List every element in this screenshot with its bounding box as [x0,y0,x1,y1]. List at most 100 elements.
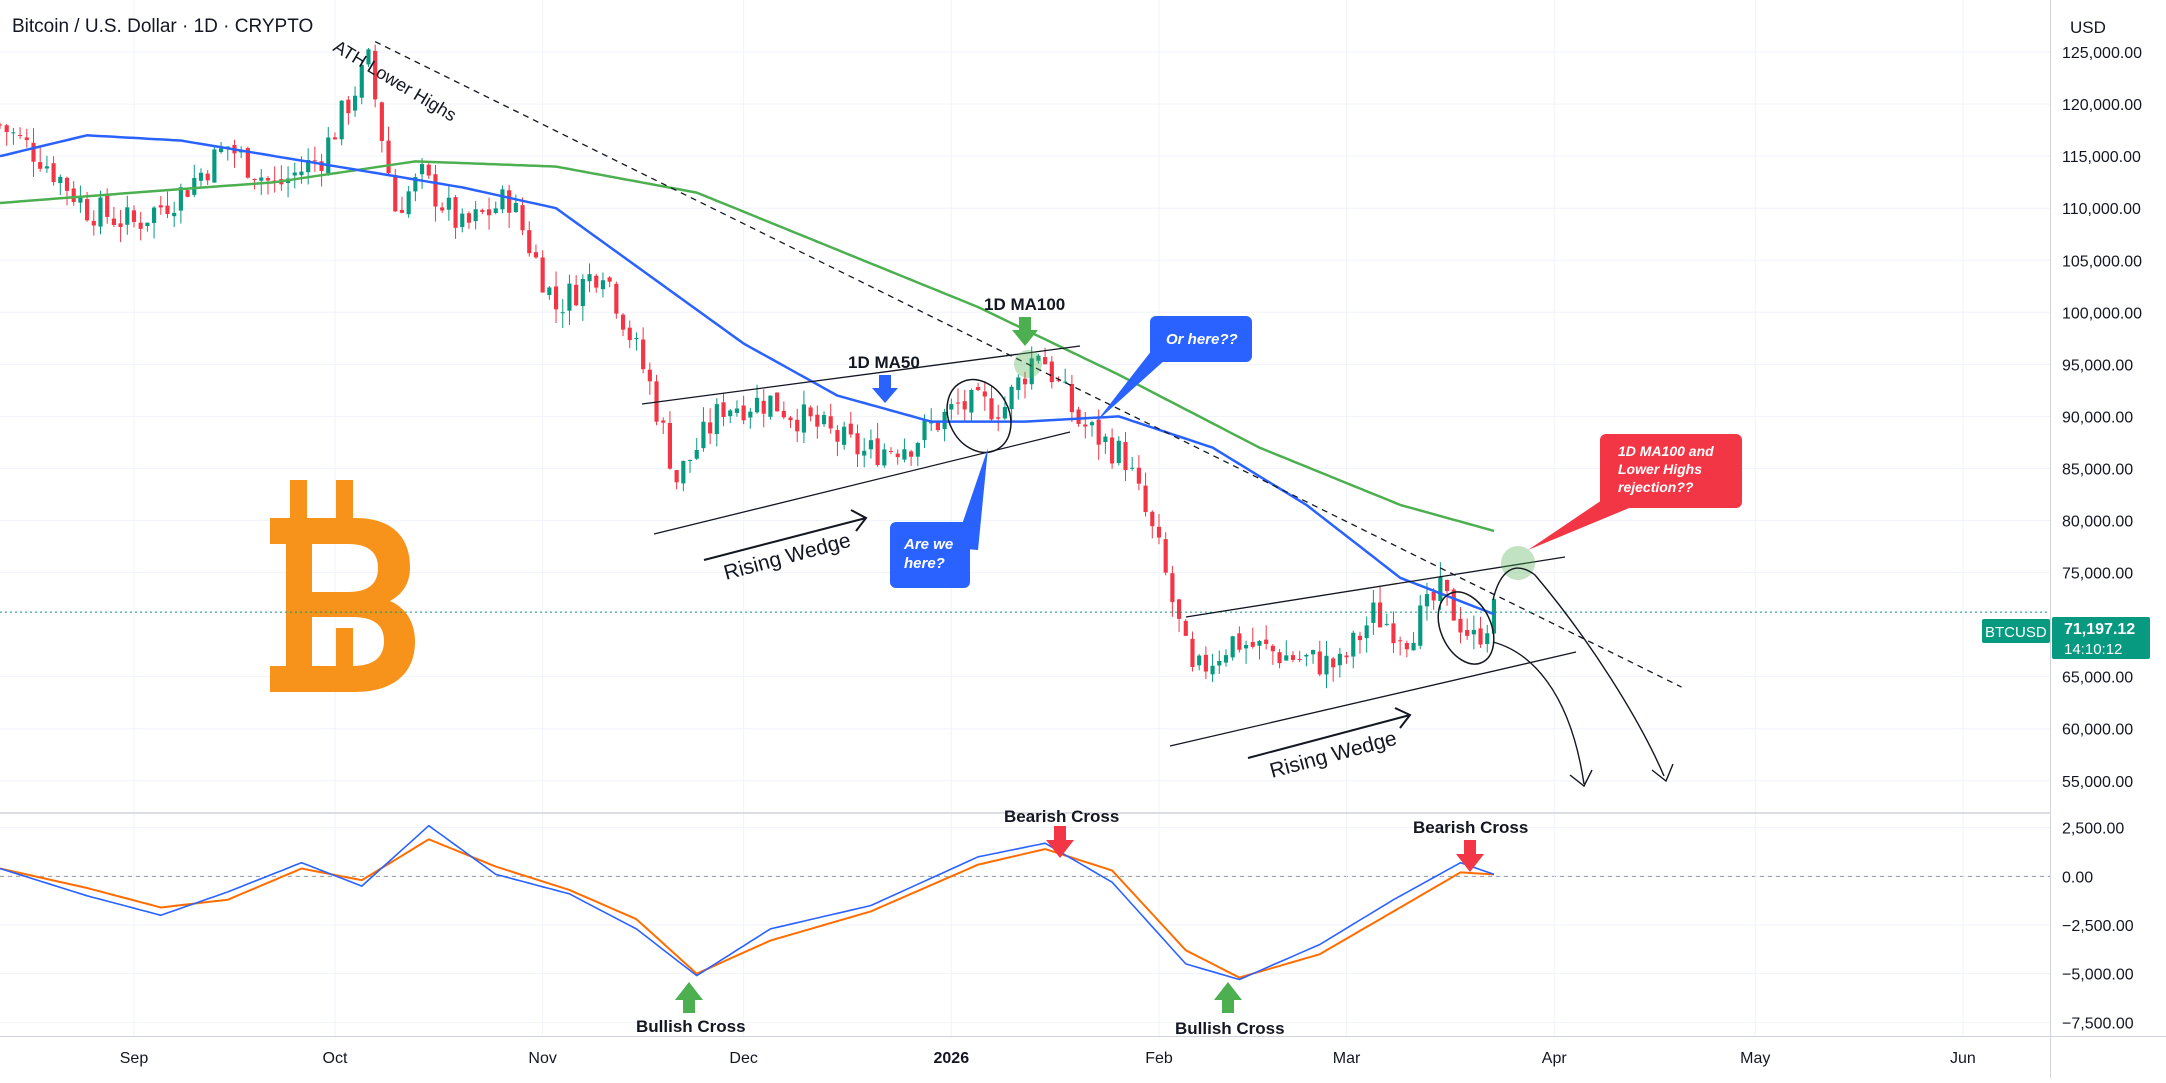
candle-body [1203,654,1208,672]
bullish-cross-2-arrow-icon [1214,982,1242,1013]
bullish-cross-1-label: Bullish Cross [636,1017,746,1036]
macd-pane[interactable] [0,824,1495,981]
candle-body [1364,625,1369,639]
candle-body [259,177,264,181]
candle-body [158,205,163,208]
candle-body [1123,442,1128,471]
candle-body [594,275,599,288]
price-pane[interactable] [0,41,1682,689]
price-tick-label: 75,000.00 [2062,566,2133,583]
candle-body [1177,599,1182,619]
candle-body [1485,633,1490,644]
candle-body [1424,594,1430,607]
callout-are-we-here-line1: Are we [903,536,953,553]
candle-body [641,339,646,370]
candle-body [44,166,49,169]
candle-body [788,417,793,421]
candle-body [922,420,927,441]
candle-body [842,426,847,445]
macd-line [0,824,1495,981]
ma100-line [0,160,1495,533]
candle-body [1163,539,1168,573]
candle-body [486,209,492,216]
price-tick-label: 100,000.00 [2062,305,2142,322]
candle-body [815,414,820,427]
candle-body [540,257,545,293]
ma100-touch-marker [1014,350,1042,378]
candle-body [24,137,29,141]
candle-body [1317,651,1322,675]
time-tick-label: Mar [1333,1050,1361,1067]
candle-body [426,164,431,176]
candle-body [1377,602,1383,628]
candle-body [627,327,632,341]
candle-body [1089,422,1095,426]
ath-lower-highs-trendline [374,41,1682,688]
candle-body [882,449,887,466]
callout-or-here: Or here?? [1096,316,1252,422]
candle-body [1351,632,1356,657]
time-tick-label: Apr [1542,1050,1568,1067]
candle-body [955,402,961,404]
candle-body [1190,638,1195,667]
candle-body [989,398,994,420]
candle-body [553,286,559,310]
candle-body [326,137,331,174]
candle-body [91,220,96,226]
candle-body [212,149,217,183]
callout-are-we-here: Are we here? [890,448,988,588]
candle-body [131,210,137,223]
candle-body [152,207,157,224]
candle-body [714,404,719,434]
macd-tick-label: −2,500.00 [2062,918,2134,935]
currency-label[interactable]: USD [2070,18,2106,37]
candle-body [560,312,565,314]
candle-body [915,442,920,457]
candle-body [1331,658,1336,668]
macd-tick-label: 2,500.00 [2062,821,2124,838]
candle-body [118,223,123,228]
candle-body [1431,591,1436,601]
last-price-tag[interactable]: 71,197.12 14:10:12 [2052,617,2150,659]
rising-wedge-2 [1169,556,1577,747]
candle-body [500,189,505,210]
candle-body [265,177,271,181]
candle-body [205,173,210,181]
candle-body [85,199,90,221]
candle-body [935,422,940,431]
candle-body [18,134,23,136]
candle-body [828,416,833,429]
candle-body [1465,630,1470,636]
price-tick-label: 125,000.00 [2062,45,2142,62]
candle-body [473,209,478,222]
candle-body [172,212,177,217]
candle-body [754,397,760,413]
candle-body [1411,642,1416,651]
candle-body [848,423,853,435]
callout-rejection-line3: rejection?? [1618,479,1694,495]
candle-body [105,195,110,217]
time-tick-label: Nov [528,1050,556,1067]
candle-body [748,411,753,418]
candle-body [1257,641,1262,646]
candle-body [835,430,840,442]
candle-body [1398,640,1403,642]
macd-tick-label: −5,000.00 [2062,967,2134,984]
candle-body [1444,579,1450,592]
candle-body [781,410,786,418]
candle-body [219,148,224,153]
price-tick-label: 55,000.00 [2062,774,2133,791]
candle-body [507,190,512,213]
symbol-price-tag[interactable]: BTCUSD [1982,619,2050,643]
candle-body [909,451,914,457]
candle-body [1471,629,1476,635]
candle-body [976,387,981,391]
candle-body [1244,644,1249,649]
symbol-title[interactable]: Bitcoin / U.S. Dollar · 1D · CRYPTO [12,16,313,37]
candle-body [58,176,63,184]
callout-rejection: 1D MA100 and Lower Highs rejection?? [1528,434,1742,550]
candle-body [433,174,438,207]
candle-body [1096,419,1101,445]
